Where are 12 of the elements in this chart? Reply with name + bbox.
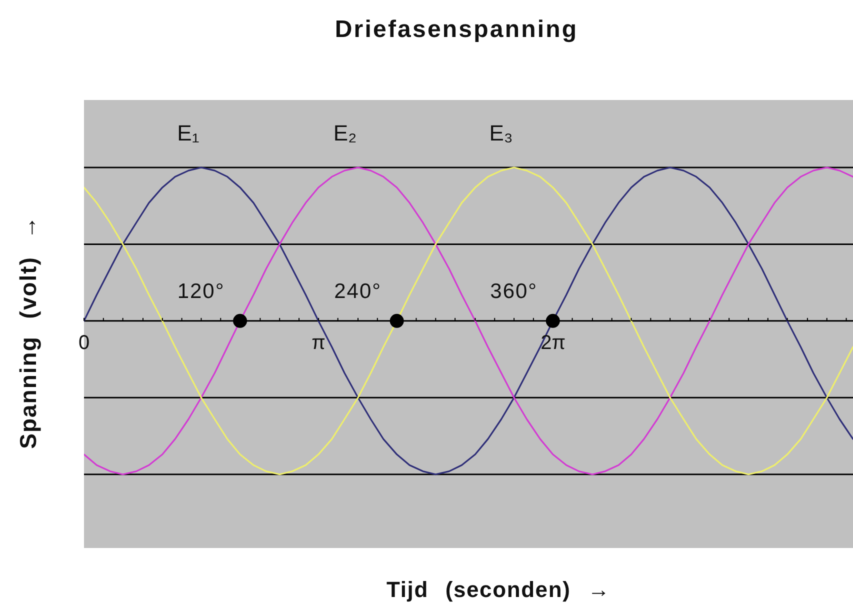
annotation: 240° (334, 280, 382, 303)
x-tick-label: π (312, 332, 326, 354)
x-tick-label: 0 (78, 332, 90, 354)
x-tick-label: 2π (540, 332, 566, 354)
annotation: 360° (490, 280, 538, 303)
y-axis-title: Spanning (volt) → (15, 215, 41, 449)
annotation: 120° (177, 280, 225, 303)
x-axis-title: Tijd (seconden) → (386, 577, 610, 602)
series-label: E₃ (489, 120, 513, 146)
series-label: E₂ (333, 120, 357, 146)
series-label: E₁ (177, 120, 200, 146)
chart-title: Driefasenspanning (334, 16, 578, 43)
